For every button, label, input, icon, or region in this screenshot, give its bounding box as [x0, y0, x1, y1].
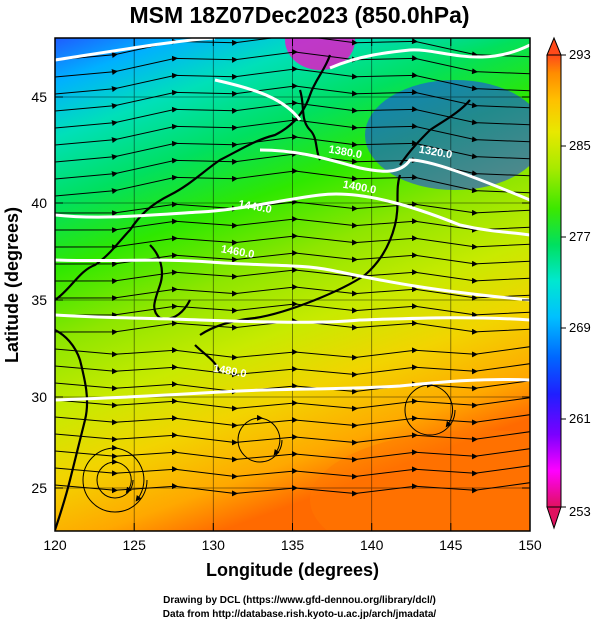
- streamline: [55, 411, 530, 429]
- x-tick-label: 135: [281, 537, 305, 553]
- x-tick-label: 125: [123, 537, 147, 553]
- streamline: [55, 301, 530, 319]
- colorbar-tick-label: 253: [569, 504, 591, 519]
- x-axis-label: Longitude (degrees): [206, 560, 379, 580]
- colorbar-tick-label: 293: [569, 47, 591, 62]
- streamline: [55, 233, 530, 251]
- contour-label: 1480.0: [212, 363, 247, 381]
- colorbar-min-extend: [546, 506, 562, 530]
- credit-drawing: Drawing by DCL (https://www.gfd-dennou.o…: [163, 595, 436, 606]
- streamline: [55, 428, 530, 446]
- streamline: [55, 216, 530, 234]
- contour-label: 1440.0: [237, 198, 272, 216]
- x-tick-labels: 120 125 130 135 140 145 150: [43, 537, 542, 553]
- x-tick-label: 140: [360, 537, 384, 553]
- streamline: [237, 414, 283, 463]
- y-tick-label: 40: [31, 195, 47, 211]
- height-contours: [55, 38, 530, 402]
- streamline: [55, 394, 530, 412]
- colorbar: 293 285 277 269 261 253: [546, 36, 591, 530]
- streamline: [55, 343, 530, 361]
- colorbar-tick-label: 269: [569, 320, 591, 335]
- contour-label: 1460.0: [220, 243, 255, 261]
- x-tick-label: 150: [518, 537, 542, 553]
- y-axis: [55, 96, 530, 489]
- contour-label: 1380.0: [328, 144, 363, 162]
- colorbar-tick-label: 277: [569, 229, 591, 244]
- colorbar-max-extend: [546, 36, 562, 56]
- streamline: [55, 168, 530, 197]
- contour-label: 1400.0: [342, 179, 377, 197]
- y-tick-label: 45: [31, 89, 47, 105]
- y-axis-label: Latitude (degrees): [2, 207, 22, 363]
- streamline: [55, 199, 530, 217]
- y-tick-label: 35: [31, 292, 47, 308]
- wind-streamlines: [55, 38, 530, 513]
- contour-label: 1320.0: [418, 144, 453, 162]
- y-tick-label: 30: [31, 389, 47, 405]
- streamline: [55, 360, 530, 378]
- credit-data: Data from http://database.rish.kyoto-u.a…: [162, 609, 437, 620]
- coastlines: [55, 54, 471, 531]
- grid-lines: [55, 38, 530, 531]
- map-title: MSM 18Z07Dec2023 (850.0hPa): [129, 2, 470, 28]
- x-tick-label: 120: [43, 537, 67, 553]
- streamline: [404, 381, 456, 436]
- colorbar-tick-label: 261: [569, 411, 591, 426]
- y-tick-labels: 45 40 35 30 25: [31, 89, 47, 496]
- y-tick-label: 25: [31, 480, 47, 496]
- x-tick-label: 130: [202, 537, 226, 553]
- streamline: [55, 267, 530, 285]
- contour-labels: 1380.0 1320.0 1400.0 1440.0 1460.0 1480.0: [212, 144, 453, 381]
- streamline: [55, 377, 530, 395]
- x-axis: [54, 38, 531, 531]
- x-tick-label: 145: [439, 537, 463, 553]
- colorbar-tick-label: 285: [569, 138, 591, 153]
- streamline: [82, 444, 148, 513]
- streamline: [55, 284, 530, 302]
